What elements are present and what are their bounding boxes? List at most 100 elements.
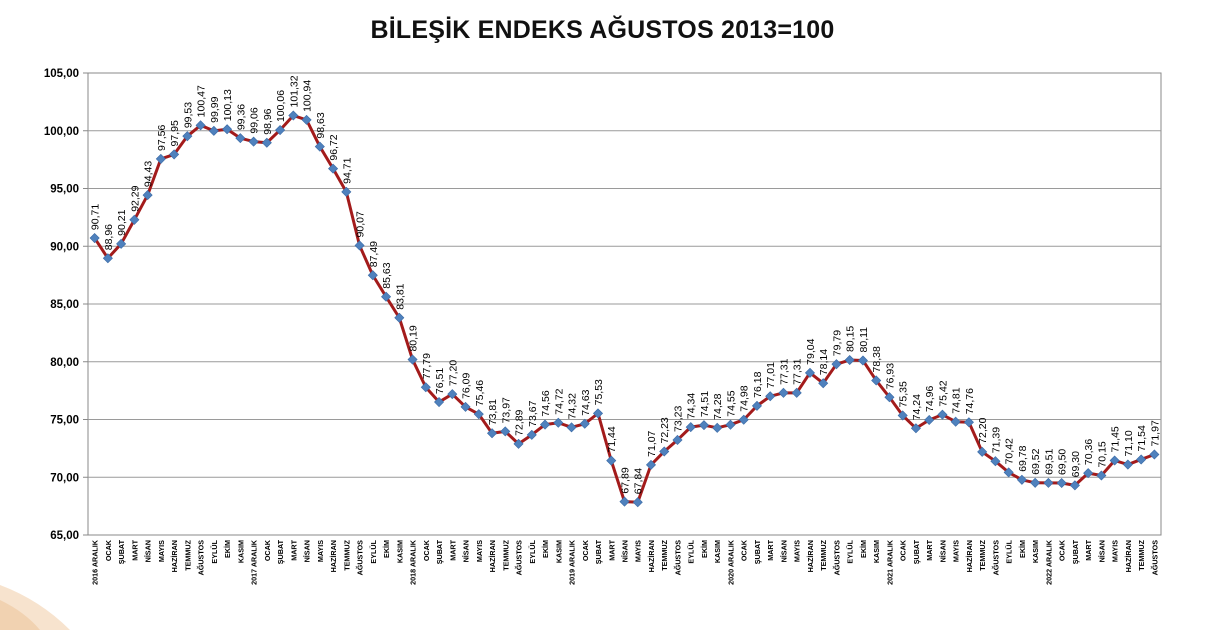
data-label: 76,18 — [752, 371, 764, 397]
data-label: 76,51 — [434, 368, 446, 394]
x-tick-label: EKİM — [1018, 540, 1027, 558]
x-tick-label: KASIM — [872, 540, 881, 563]
data-label: 74,24 — [911, 394, 923, 420]
x-tick-label: AĞUSTOS — [832, 540, 841, 576]
data-label: 67,89 — [620, 467, 632, 493]
x-tick-label: OCAK — [899, 539, 908, 561]
x-tick-label: NİSAN — [144, 540, 153, 562]
data-label: 96,72 — [328, 134, 340, 160]
data-point-marker — [924, 414, 935, 425]
data-point-marker — [314, 141, 325, 152]
x-tick-label: EYLÜL — [1005, 539, 1014, 563]
chart-title: BİLEŞİK ENDEKS AĞUSTOS 2013=100 — [370, 16, 835, 44]
data-label: 100,47 — [196, 85, 208, 117]
data-label: 74,51 — [699, 391, 711, 417]
data-point-marker — [897, 410, 908, 421]
x-tick-label: NİSAN — [462, 540, 471, 562]
gridlines — [88, 130, 1161, 478]
data-label: 78,14 — [818, 349, 830, 375]
data-label: 75,46 — [474, 380, 486, 406]
data-label: 76,09 — [461, 372, 473, 398]
data-point-marker — [1096, 470, 1107, 481]
data-point-marker — [619, 496, 630, 507]
x-tick-label: MART — [607, 539, 616, 560]
x-tick-label: EKİM — [382, 540, 391, 558]
data-point-marker — [102, 253, 113, 264]
data-label: 94,43 — [143, 161, 155, 187]
data-label: 90,21 — [116, 209, 128, 235]
y-tick-label: 90,00 — [50, 241, 79, 253]
data-point-marker — [592, 408, 604, 419]
x-tick-label: OCAK — [104, 539, 113, 561]
data-point-marker — [169, 149, 180, 160]
x-tick-label: MART — [1084, 539, 1093, 560]
data-point-marker — [182, 131, 193, 142]
x-axis-ticks: 2016 ARALIK OCAK ŞUBAT MART NİSAN MAYIS HAZİRA… — [91, 539, 1160, 585]
data-point-marker — [235, 133, 246, 144]
data-point-marker — [275, 125, 286, 136]
x-tick-label: HAZİRAN — [647, 540, 656, 572]
x-tick-label: TEMMUZ — [660, 539, 669, 570]
x-tick-label: KASIM — [236, 540, 245, 563]
data-label: 94,71 — [341, 157, 353, 183]
data-point-marker — [765, 391, 776, 402]
data-point-marker — [539, 419, 551, 430]
x-tick-label: HAZİRAN — [170, 540, 179, 572]
data-point-marker — [606, 455, 617, 466]
data-point-marker — [725, 419, 736, 430]
x-tick-label: HAZİRAN — [329, 540, 338, 572]
data-point-marker — [831, 359, 842, 370]
data-label: 75,53 — [593, 379, 605, 405]
data-point-marker — [1056, 478, 1067, 489]
data-label: 99,36 — [235, 104, 247, 130]
x-tick-label: MAYIS — [475, 540, 484, 562]
data-label: 74,63 — [580, 389, 592, 415]
data-point-marker — [1003, 467, 1014, 478]
data-label: 88,96 — [103, 224, 115, 250]
data-label: 72,20 — [977, 417, 989, 443]
x-tick-label: NİSAN — [938, 540, 947, 562]
x-tick-label: 2021 ARALIK — [885, 539, 894, 585]
data-label: 77,01 — [765, 362, 777, 388]
x-tick-label: HAZİRAN — [806, 540, 815, 572]
data-label: 71,54 — [1136, 425, 1148, 451]
data-label: 99,53 — [182, 102, 194, 128]
data-point-marker — [1083, 468, 1094, 479]
data-point-marker — [990, 456, 1001, 467]
x-tick-label: TEMMUZ — [1137, 539, 1146, 570]
data-label: 71,97 — [1149, 420, 1161, 446]
x-tick-label: EYLÜL — [210, 539, 219, 563]
x-tick-label: TEMMUZ — [819, 539, 828, 570]
y-axis-ticks: 65,00 70,00 75,00 80,00 85,00 90,00 95,00 100,0… — [44, 68, 88, 542]
x-tick-label: EYLÜL — [687, 539, 696, 563]
data-label: 71,07 — [646, 430, 658, 456]
data-point-marker — [937, 409, 948, 420]
data-label: 79,04 — [805, 338, 817, 364]
data-label: 72,89 — [514, 409, 526, 435]
y-tick-label: 75,00 — [50, 415, 79, 427]
data-point-marker — [394, 312, 405, 323]
data-label: 70,36 — [1083, 439, 1095, 465]
data-point-marker — [301, 114, 312, 125]
x-tick-label: NİSAN — [303, 540, 312, 562]
data-label: 90,71 — [90, 204, 102, 230]
data-point-marker — [1069, 480, 1080, 491]
data-point-marker — [487, 428, 498, 439]
data-label: 87,49 — [368, 241, 380, 267]
data-point-marker — [434, 397, 445, 408]
data-label: 69,52 — [1030, 448, 1042, 474]
x-tick-label: ŞUBAT — [1071, 539, 1080, 564]
x-tick-label: OCAK — [1058, 539, 1067, 561]
x-tick-label: ŞUBAT — [753, 539, 762, 564]
x-tick-label: MAYIS — [634, 540, 643, 562]
data-label: 101,32 — [288, 75, 300, 107]
y-tick-label: 95,00 — [50, 184, 79, 196]
data-label: 73,23 — [672, 406, 684, 432]
data-label: 78,38 — [871, 346, 883, 372]
data-point-marker — [261, 137, 272, 148]
data-point-marker — [857, 355, 868, 366]
x-tick-label: HAZİRAN — [1124, 540, 1133, 572]
data-label: 75,35 — [898, 381, 910, 407]
